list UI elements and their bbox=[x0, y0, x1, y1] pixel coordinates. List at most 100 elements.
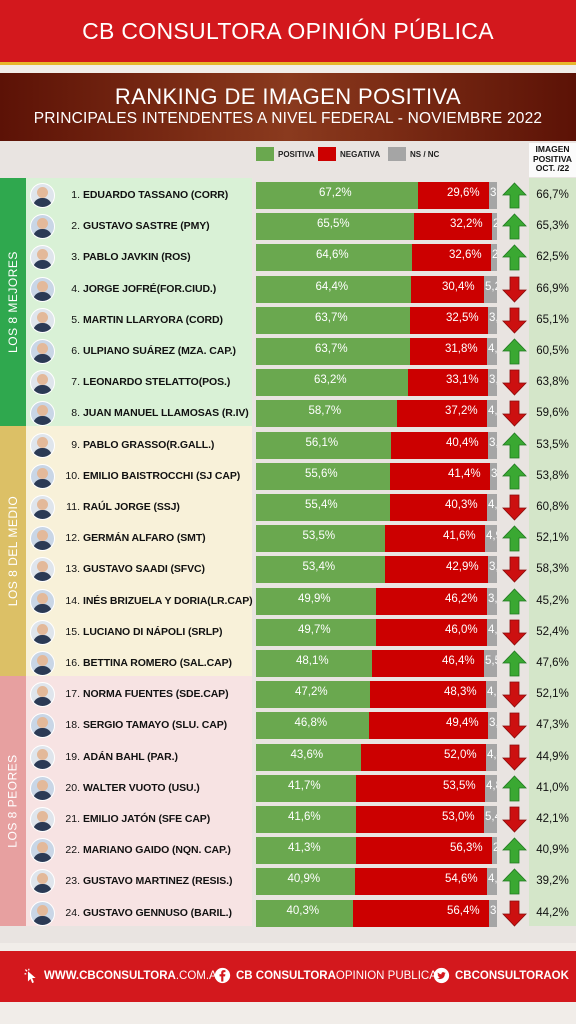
bar-nsnc bbox=[487, 338, 497, 365]
previous-value: 40,9% bbox=[536, 844, 569, 857]
bar-negativa bbox=[356, 774, 485, 802]
data-label-positiva: 40,9% bbox=[287, 873, 321, 886]
bar-negativa bbox=[361, 743, 486, 771]
bar-negativa bbox=[391, 431, 488, 459]
bar-nsnc bbox=[489, 899, 497, 927]
bar-negativa bbox=[410, 306, 488, 334]
footer-website[interactable]: WWW.CBCONSULTORA .COM.AR bbox=[22, 967, 225, 984]
rank-number: 19. bbox=[65, 750, 80, 763]
bar-negativa bbox=[390, 462, 490, 490]
category-label: PABLO JAVKIN (ROS) bbox=[83, 251, 191, 264]
avatar bbox=[30, 463, 55, 489]
rank-number: 12. bbox=[65, 532, 80, 545]
data-label-nsnc: 3,5 bbox=[489, 436, 497, 449]
group-tab-worst: LOS 8 PEORES bbox=[0, 676, 26, 926]
bar-negativa bbox=[397, 400, 487, 428]
data-label-positiva: 47,2% bbox=[295, 686, 328, 699]
data-label-nsnc: 2,3 bbox=[493, 218, 497, 231]
data-label-negativa: 46,0% bbox=[445, 623, 478, 636]
avatar bbox=[30, 588, 55, 614]
previous-value: 66,9% bbox=[536, 282, 569, 295]
footer-twitter-handle: CBCONSULTORAOK bbox=[455, 969, 569, 982]
bar-nsnc bbox=[488, 556, 497, 584]
avatar bbox=[30, 214, 55, 240]
previous-value: 62,5% bbox=[536, 251, 569, 264]
previous-value: 42,1% bbox=[536, 813, 569, 825]
bar-nsnc bbox=[487, 587, 497, 615]
cursor-click-icon bbox=[24, 968, 36, 984]
data-label-positiva: 41,6% bbox=[288, 811, 321, 823]
bar-negativa bbox=[410, 338, 487, 365]
bar-nsnc bbox=[492, 213, 497, 241]
footer-twitter[interactable]: CBCONSULTORAOK bbox=[433, 967, 569, 984]
data-label-negativa: 40,3% bbox=[445, 499, 478, 511]
arrow-up-icon bbox=[502, 213, 527, 240]
previous-value: 53,5% bbox=[536, 438, 569, 451]
group-background-middle bbox=[26, 426, 252, 676]
previous-value: 52,1% bbox=[536, 688, 569, 701]
arrow-up-icon bbox=[502, 338, 527, 365]
footer: WWW.CBCONSULTORA .COM.AR CB CONSULTORA OP… bbox=[0, 951, 576, 1002]
data-label-positiva: 43,6% bbox=[290, 748, 324, 761]
data-label-negativa: 56,3% bbox=[450, 842, 483, 855]
chart-row: 14. INÉS BRIZUELA Y DORIA(LR.CAP) 49,9% 46,… bbox=[0, 586, 576, 617]
data-label-nsnc: 4,5 bbox=[488, 343, 497, 355]
data-label-nsnc: 3,9 bbox=[488, 592, 497, 605]
data-label-nsnc: 4,5 bbox=[488, 873, 497, 886]
previous-value: 44,2% bbox=[536, 906, 569, 919]
footer-facebook[interactable]: CB CONSULTORA OPINION PUBLICA bbox=[214, 967, 437, 984]
category-label: EMILIO JATÓN (SFE CAP) bbox=[83, 813, 211, 825]
bar-nsnc bbox=[484, 650, 497, 677]
bar-negativa bbox=[369, 712, 488, 740]
legend-label: NS / NC bbox=[410, 149, 440, 159]
bar-nsnc bbox=[487, 618, 497, 646]
bar-negativa bbox=[385, 525, 485, 553]
data-label-negativa: 41,6% bbox=[443, 530, 476, 543]
bar-negativa bbox=[376, 587, 487, 615]
arrow-up-icon bbox=[502, 432, 527, 458]
avatar bbox=[30, 245, 55, 271]
data-label-positiva: 58,7% bbox=[308, 405, 342, 418]
data-label-nsnc: 3,3 bbox=[490, 904, 497, 917]
bar-nsnc bbox=[488, 369, 497, 397]
arrow-down-icon bbox=[502, 744, 527, 771]
avatar bbox=[30, 744, 55, 770]
chart-subtitle: PRINCIPALES INTENDENTES A NIVEL FEDERAL … bbox=[33, 110, 543, 127]
bar-nsnc bbox=[488, 712, 497, 740]
footer-bottom-strip bbox=[0, 1002, 576, 1024]
footer-facebook-bold: CB CONSULTORA bbox=[236, 969, 336, 982]
data-label-positiva: 56,1% bbox=[305, 436, 339, 449]
rank-number: 23. bbox=[65, 875, 80, 888]
bar-nsnc bbox=[487, 400, 497, 428]
chart-row: 24.GUSTAVO GENNUSO (BARIL.) 40,3% 56,4% 3,3… bbox=[0, 898, 576, 929]
bar-nsnc bbox=[485, 525, 497, 553]
chart-title: RANKING DE IMAGEN POSITIVA bbox=[114, 84, 462, 109]
footer-website-bold: WWW.CBCONSULTORA bbox=[44, 969, 176, 982]
category-label: LEONARDO STELATTO(POS.) bbox=[83, 376, 231, 389]
data-label-positiva: 49,7% bbox=[298, 623, 331, 636]
rank-number: 13. bbox=[65, 563, 80, 576]
rank-number: 9. bbox=[71, 438, 80, 451]
data-label-nsnc: 3,0 bbox=[491, 467, 497, 480]
twitter-icon bbox=[433, 967, 450, 984]
data-label-positiva: 49,9% bbox=[298, 592, 331, 605]
arrow-down-icon bbox=[502, 494, 527, 521]
data-label-nsnc: 4,3 bbox=[488, 499, 497, 511]
arrow-down-icon bbox=[502, 369, 527, 396]
previous-value: 45,2% bbox=[536, 594, 569, 607]
rank-number: 16. bbox=[65, 657, 80, 669]
legend-label: NEGATIVA bbox=[340, 149, 381, 159]
category-label: BETTINA ROMERO (SAL.CAP) bbox=[83, 657, 232, 669]
arrow-down-icon bbox=[502, 681, 527, 708]
bar-positiva bbox=[256, 306, 410, 334]
bar-negativa bbox=[376, 618, 487, 646]
chart-row: 16.BETTINA ROMERO (SAL.CAP) 48,1% 46,4% 5,5… bbox=[0, 648, 576, 679]
data-label-negativa: 40,4% bbox=[446, 436, 479, 449]
category-label: MARIANO GAIDO (NQN. CAP.) bbox=[83, 844, 231, 857]
data-label-positiva: 41,7% bbox=[288, 779, 321, 792]
bar-negativa bbox=[411, 275, 484, 303]
chart-row: 8. JUAN MANUEL LLAMOSAS (R.IV) 58,7% 37,2% 4… bbox=[0, 398, 576, 429]
group-tab-best: LOS 8 MEJORES bbox=[0, 178, 26, 426]
data-label-positiva: 64,6% bbox=[316, 249, 349, 262]
bar-negativa bbox=[385, 556, 488, 584]
